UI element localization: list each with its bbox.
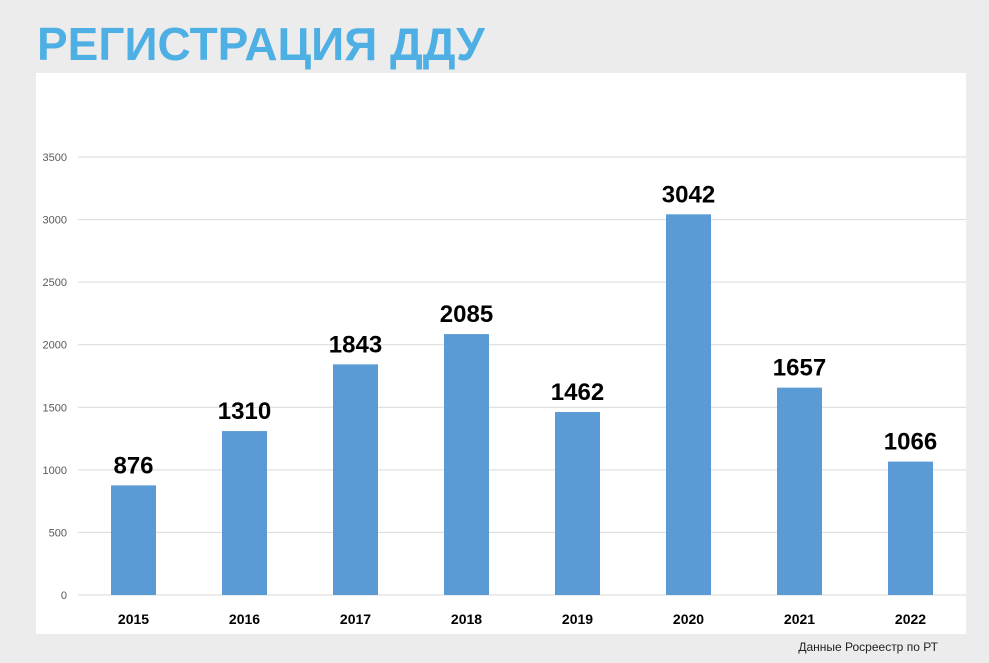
x-tick-label: 2017 [340,611,371,627]
source-note: Данные Росреестр по РТ [798,640,938,654]
bar [444,334,489,595]
data-label: 1310 [218,398,271,425]
y-tick-label: 1500 [43,402,67,414]
y-tick-label: 1000 [43,465,67,477]
data-label: 876 [113,452,153,479]
data-labels: 876 1310 1843 2085 1462 3042 1657 1066 [113,181,937,479]
y-tick-label: 3000 [43,215,67,227]
bar-chart: 0 500 1000 1500 2000 2500 3000 3500 876 1310 1843… [43,152,966,627]
y-axis-ticks: 0 500 1000 1500 2000 2500 3000 3500 [43,152,67,602]
y-tick-label: 500 [49,527,67,539]
bar [888,461,933,595]
y-tick-label: 2000 [43,340,67,352]
bar [777,387,822,595]
data-label: 1066 [884,429,937,456]
data-label: 3042 [662,181,715,208]
gridlines [78,156,966,596]
bar [555,412,600,595]
bar [111,485,156,595]
x-tick-label: 2019 [562,611,593,627]
x-tick-label: 2016 [229,611,260,627]
chart-panel: 0 500 1000 1500 2000 2500 3000 3500 876 1310 1843… [36,73,966,634]
bars [111,214,933,595]
x-tick-label: 2021 [784,611,815,627]
data-label: 1843 [329,331,382,358]
y-tick-label: 0 [61,590,67,602]
bar [666,214,711,595]
x-axis-ticks: 2015 2016 2017 2018 2019 2020 2021 2022 [118,611,926,627]
page-title: РЕГИСТРАЦИЯ ДДУ [37,18,485,70]
bar [222,431,267,595]
x-tick-label: 2020 [673,611,704,627]
y-tick-label: 2500 [43,277,67,289]
bar [333,364,378,595]
data-label: 1657 [773,355,826,382]
y-tick-label: 3500 [43,152,67,164]
x-tick-label: 2022 [895,611,926,627]
x-tick-label: 2015 [118,611,149,627]
data-label: 1462 [551,379,604,406]
x-tick-label: 2018 [451,611,482,627]
data-label: 2085 [440,301,493,328]
